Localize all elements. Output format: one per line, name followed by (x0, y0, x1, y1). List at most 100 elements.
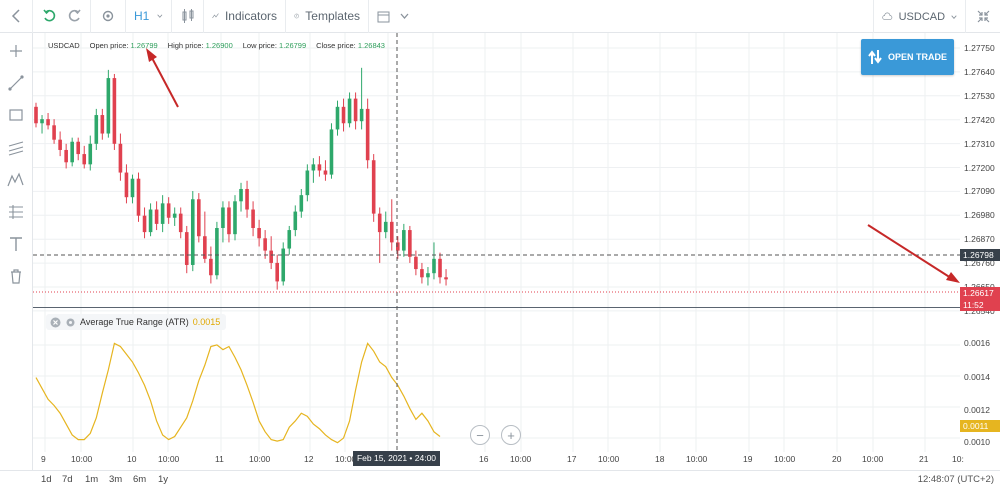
candle-body (408, 230, 412, 257)
indicators-icon (212, 13, 219, 19)
time-tick-label: 10: (952, 454, 964, 464)
trend-line-icon[interactable] (7, 74, 25, 92)
undo-redo-group (33, 0, 91, 33)
calendar-icon (377, 11, 390, 22)
crosshair-price-tag: 1.26798 (960, 249, 1000, 261)
candle-body (94, 115, 99, 144)
time-tick-label: 16 (479, 454, 489, 464)
candle-body (275, 262, 279, 282)
text-tool-icon[interactable] (7, 235, 25, 253)
time-tick-label: 10:00 (598, 454, 620, 464)
templates-button[interactable]: Templates (286, 0, 369, 33)
range-1m[interactable]: 1m (85, 474, 99, 485)
candle-body (197, 199, 201, 237)
time-tick-label: 9 (41, 454, 46, 464)
candle-body (432, 258, 436, 274)
price-tick-label: 1.27750 (964, 43, 995, 53)
candle-body (396, 242, 400, 251)
open-label: Open price: (89, 41, 129, 50)
range-3m[interactable]: 3m (109, 474, 123, 485)
candle-body (269, 250, 273, 263)
candle-body (160, 203, 165, 224)
candle-body (323, 170, 328, 175)
crosshair-date-tag: Feb 15, 2021 • 24:00 (353, 451, 440, 466)
candle-body (130, 178, 135, 198)
candle-body (305, 170, 310, 196)
candle-body (329, 129, 334, 175)
pattern-icon[interactable] (7, 171, 25, 189)
range-6m[interactable]: 6m (133, 474, 147, 485)
timeframe-value: H1 (134, 9, 150, 23)
date-range-button[interactable] (369, 0, 417, 33)
symbol-select[interactable]: USDCAD (873, 0, 966, 33)
gear-icon[interactable] (65, 317, 76, 328)
time-tick-label: 21 (919, 454, 929, 464)
candle-body (293, 211, 298, 231)
candle-body (245, 188, 249, 210)
candle-body (347, 98, 352, 124)
channel-icon[interactable] (7, 139, 25, 157)
symbol-value: USDCAD (898, 10, 946, 23)
annotation-arrow (150, 55, 179, 108)
close-icon[interactable] (50, 317, 61, 328)
chevron-down-icon (157, 14, 163, 18)
range-1y[interactable]: 1y (158, 474, 169, 485)
candle-body (76, 141, 81, 155)
price-chart[interactable] (33, 33, 960, 470)
indicators-label: Indicators (224, 9, 277, 23)
price-axis[interactable]: 1.27750 1.27640 1.27530 1.27420 1.27310 1.272… (960, 33, 1000, 470)
templates-label: Templates (305, 9, 360, 23)
fibonacci-icon[interactable] (7, 203, 25, 221)
rectangle-icon[interactable] (7, 106, 25, 124)
zoom-out-button[interactable]: − (470, 425, 490, 445)
candle-body (34, 106, 38, 124)
candle-body (124, 172, 129, 198)
time-axis[interactable]: 9 10:00 10 10:00 11 10:00 12 10:00 16 10:00 17 10:0… (33, 452, 964, 465)
candle-body (148, 209, 153, 233)
trash-icon[interactable] (7, 267, 25, 285)
candle-body (341, 106, 346, 124)
time-tick-label: 10:00 (249, 454, 271, 464)
range-1d[interactable]: 1d (41, 474, 52, 485)
annotation-arrowhead (146, 48, 157, 62)
atr-tick-label: 0.0016 (964, 338, 990, 348)
candle-body (184, 232, 189, 265)
time-tick-label: 10 (127, 454, 137, 464)
time-tick-label: 17 (567, 454, 577, 464)
undo-icon[interactable] (42, 9, 57, 23)
redo-icon[interactable] (67, 9, 81, 23)
open-trade-button[interactable]: OPEN TRADE (861, 39, 954, 75)
price-tick-label: 1.27640 (964, 66, 995, 77)
time-tick-label: 11 (215, 454, 224, 464)
candle-body (203, 236, 207, 259)
candle-body (64, 149, 68, 163)
range-7d[interactable]: 7d (62, 474, 73, 485)
crosshair-icon[interactable] (7, 42, 25, 60)
atr-line (35, 342, 441, 444)
minus-icon: − (476, 427, 484, 443)
time-tick-label: 10:00 (774, 454, 796, 464)
back-button[interactable] (0, 0, 33, 33)
indicators-button[interactable]: Indicators (204, 0, 286, 33)
candle-body (52, 125, 56, 140)
range-bar: 1d 7d 1m 3m 6m 1y 12:48:07 (UTC+2) (0, 470, 1000, 487)
time-tick-label: 12 (304, 454, 314, 464)
timeframe-select[interactable]: H1 (126, 0, 172, 33)
candle-body (426, 273, 430, 278)
candle-body (365, 108, 370, 161)
chart-type-button[interactable] (172, 0, 204, 33)
chevron-left-icon (11, 9, 20, 23)
candle-body (136, 178, 141, 216)
zoom-in-button[interactable]: + (501, 425, 521, 445)
candle-body (444, 277, 448, 280)
candle-body (383, 221, 388, 233)
time-tick-label: 10:00 (510, 454, 532, 464)
candle-body (112, 78, 117, 144)
close-value: 1.26843 (357, 41, 385, 50)
low-value: 1.26799 (279, 41, 307, 50)
candle-body (287, 230, 292, 249)
settings-button[interactable] (91, 0, 126, 33)
fullscreen-button[interactable] (966, 0, 1000, 33)
candle-body (335, 106, 340, 130)
candle-body (190, 199, 195, 265)
